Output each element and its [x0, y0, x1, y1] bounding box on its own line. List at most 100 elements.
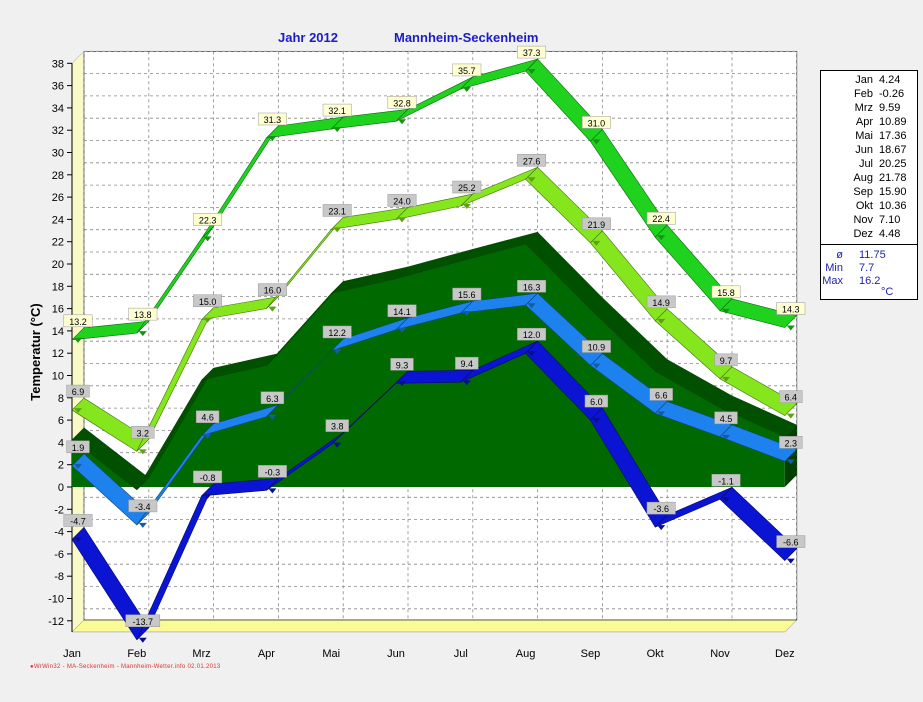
abs-max-data-label: 32.1 [328, 106, 346, 116]
mean-max-label-box [779, 390, 803, 403]
legend-month-row: Jan 4.24 [821, 73, 917, 87]
mean-max-data-label: 27.6 [523, 156, 541, 166]
mean-min-data-label: 10.9 [588, 342, 606, 352]
y-tick-label: 14 [52, 326, 64, 338]
legend-month-name: Sep [853, 186, 873, 198]
mean-min-point [74, 463, 82, 469]
y-tick-label: -10 [48, 594, 64, 606]
abs-min-point [333, 442, 342, 448]
x-tick-label: Mrz [192, 648, 210, 660]
abs-max-data-label: 22.3 [199, 215, 217, 225]
abs-min-point [74, 537, 82, 543]
abs-min-label-box [646, 501, 676, 515]
legend-summary-name: Max [822, 275, 843, 287]
chart-title-station: Mannheim-Seckenheim [394, 30, 539, 45]
mean-min-data-label: 14.1 [393, 307, 411, 317]
mean-max-label-box [714, 353, 738, 367]
legend-month-value: 4.24 [879, 74, 901, 86]
abs-min-point [722, 497, 730, 503]
legend-summary-value: 7.7 [859, 262, 875, 274]
mean-min-point [527, 303, 536, 309]
legend-month-name: Mrz [854, 102, 873, 114]
abs-max-data-label: 22.4 [652, 214, 670, 224]
legend-month-name: Aug [853, 172, 873, 184]
y-tick-label: 34 [52, 103, 64, 115]
abs-max-label-box [452, 63, 482, 77]
mean-min-point [786, 459, 795, 465]
mean-min-label-box [714, 411, 738, 425]
abs-max-point [657, 235, 666, 241]
abs-max-label-box [776, 302, 806, 315]
mean-min-label-box [581, 340, 611, 353]
x-tick-label: Okt [647, 648, 664, 660]
y-tick-label: 16 [52, 304, 64, 316]
mean-min-label-box [322, 325, 352, 339]
mean-min-point [268, 414, 277, 420]
x-tick-label: Feb [127, 648, 146, 660]
mean-max-data-label: 16.0 [264, 286, 282, 296]
legend-summary-value: 16.2 [859, 275, 881, 287]
mean-min-label-box [452, 287, 482, 301]
mean-max-label-box [646, 295, 676, 309]
mean-min-ribbon-segment [719, 424, 798, 462]
abs-max-point [138, 331, 147, 337]
legend-month-value: 4.48 [879, 228, 901, 240]
abs-min-point [398, 381, 406, 387]
mean-min-data-label: 16.3 [523, 282, 541, 292]
abs-max-point [592, 139, 601, 145]
mean-max-point [138, 449, 147, 455]
y-tick-label: -8 [54, 571, 64, 583]
legend-month-row: Mai 17.36 [821, 129, 917, 143]
abs-max-point [722, 308, 730, 314]
x-tick-label: Jun [387, 648, 405, 660]
abs-max-data-label: 32.8 [393, 98, 411, 108]
abs-min-data-label: -13.7 [133, 617, 154, 627]
legend-unit: °C [821, 286, 917, 299]
abs-max-data-label: 15.8 [717, 288, 735, 298]
mean-min-label-box [128, 499, 158, 513]
mean-max-point [398, 217, 406, 223]
y-tick-label: 36 [52, 81, 64, 93]
legend-month-name: Jan [855, 74, 873, 86]
legend-month-name: Mai [855, 130, 873, 142]
mean-max-data-label: 6.4 [785, 393, 798, 403]
legend-month-value: 20.25 [879, 158, 907, 170]
abs-min-point [462, 380, 471, 386]
mean-min-data-label: 6.3 [266, 394, 279, 404]
mean-max-point [268, 306, 277, 312]
abs-min-data-label: -6.6 [783, 538, 799, 548]
mean-max-point [722, 376, 730, 382]
abs-max-point [268, 136, 277, 142]
legend-month-row: Okt 10.36 [821, 199, 917, 213]
y-tick-label: 28 [52, 170, 64, 182]
mean-max-label-box [322, 204, 352, 217]
abs-min-label-box [390, 358, 414, 371]
mean-min-data-label: 6.6 [655, 390, 668, 400]
mean-min-data-label: 2.3 [785, 438, 798, 448]
abs-min-point [657, 525, 666, 531]
abs-min-point [203, 493, 212, 499]
legend-summary-row: Min 7.7 [821, 262, 917, 275]
footer-credit: WrWin32 - MA-Seckenheim - Mannheim-Wette… [30, 664, 221, 670]
legend-month-value: 18.67 [879, 144, 907, 156]
abs-min-data-label: -0.3 [265, 467, 281, 477]
abs-max-data-label: 35.7 [458, 66, 476, 76]
abs-max-label-box [581, 116, 611, 129]
mean-max-point [592, 240, 601, 246]
mean-max-label-box [66, 384, 90, 398]
abs-max-label-box [193, 213, 223, 226]
abs-min-point [268, 488, 277, 494]
y-tick-label: 30 [52, 148, 64, 160]
legend-month-row: Feb -0.26 [821, 87, 917, 101]
mean-min-label-box [195, 410, 220, 423]
mean-min-label-box [260, 391, 285, 405]
y-tick-label: 22 [52, 237, 64, 249]
abs-min-data-label: -1.1 [718, 476, 734, 486]
mean-max-label-box [131, 426, 155, 439]
mean-min-label-box [649, 388, 673, 401]
y-tick-label: 24 [52, 214, 64, 226]
abs-max-label-box [63, 314, 93, 328]
legend-month-value: 17.36 [879, 130, 907, 142]
mean-min-point [138, 522, 147, 528]
abs-min-label-box [584, 394, 609, 408]
